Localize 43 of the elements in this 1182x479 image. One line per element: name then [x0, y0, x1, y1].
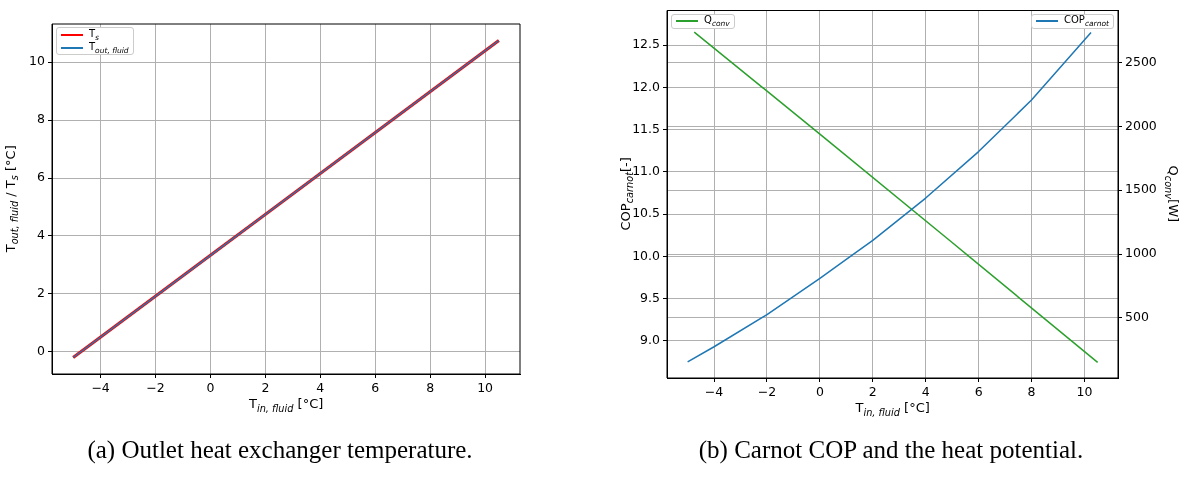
x-tick-label: −4 [91, 379, 110, 395]
y-tick-label: 11.5 [632, 120, 660, 136]
x-tick-label: 10 [477, 379, 494, 395]
x-tick-label: 2 [261, 379, 270, 395]
y-tick-label: 12.0 [632, 78, 661, 94]
y-tick-label: 9.5 [640, 289, 660, 305]
x-tick-label: 10 [1076, 383, 1093, 399]
y-tick-label: 11.0 [632, 163, 661, 179]
x-axis-title: T$_{in, fluid}$ [°C] [855, 400, 930, 420]
legend-label: T$_{out, fluid}$ [89, 40, 129, 55]
text: (a) Outlet heat exchanger temperature. [86, 436, 474, 464]
y-tick-label: 10 [29, 53, 46, 69]
x-axis-title: T$_{in, fluid}$ [°C] [249, 396, 324, 416]
text: (b) Carnot COP and the heat potential. [697, 436, 1085, 464]
x-tick-label: 2 [868, 383, 877, 399]
x-tick-label: 8 [426, 379, 435, 395]
y-tick-label: 9.0 [640, 332, 661, 348]
y-tick-label: 10.5 [632, 205, 660, 221]
y2-tick-label: 500 [1125, 309, 1149, 325]
y-tick-label: 10.0 [632, 247, 661, 263]
x-tick-label: 4 [316, 379, 325, 395]
legend-label: COP$_{carnot}$ [1064, 14, 1109, 28]
x-tick-label: 4 [921, 383, 930, 399]
y-tick-label: 8 [37, 111, 46, 127]
x-tick-label: 6 [974, 383, 983, 399]
x-tick-label: 6 [371, 379, 380, 395]
y-tick-label: 6 [37, 169, 46, 185]
y2-tick-label: 1000 [1125, 245, 1157, 261]
x-tick-label: −2 [146, 379, 165, 395]
y-tick-label: 12.5 [632, 36, 660, 52]
y-tick-label: 0 [37, 342, 46, 358]
x-tick-label: 8 [1027, 383, 1036, 399]
y-tick-label: 2 [37, 285, 45, 301]
y2-tick-label: 2500 [1125, 53, 1157, 69]
legend-label: T$_{s}$ [89, 27, 100, 42]
x-tick-label: −4 [704, 383, 724, 399]
x-tick-label: 0 [206, 379, 215, 395]
y2-tick-label: 2000 [1125, 117, 1157, 133]
legend-label: Q$_{conv}$ [704, 14, 730, 28]
y-tick-label: 4 [37, 227, 46, 243]
y2-tick-label: 1500 [1125, 181, 1157, 197]
x-tick-label: −2 [757, 383, 777, 399]
x-tick-label: 0 [815, 383, 824, 399]
